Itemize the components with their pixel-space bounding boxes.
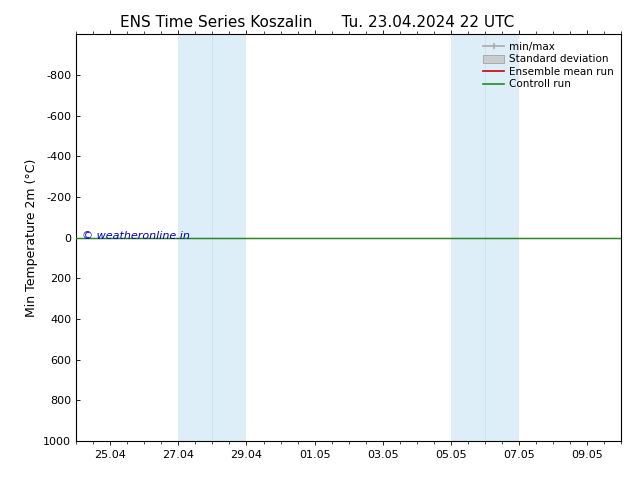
Legend: min/max, Standard deviation, Ensemble mean run, Controll run: min/max, Standard deviation, Ensemble me… [481,40,616,92]
Bar [485,34,519,441]
Text: ENS Time Series Koszalin      Tu. 23.04.2024 22 UTC: ENS Time Series Koszalin Tu. 23.04.2024 … [120,15,514,30]
Bar [451,34,485,441]
Y-axis label: Min Temperature 2m (°C): Min Temperature 2m (°C) [25,158,37,317]
Bar [212,34,247,441]
Text: © weatheronline.in: © weatheronline.in [82,231,190,241]
Bar [178,34,212,441]
